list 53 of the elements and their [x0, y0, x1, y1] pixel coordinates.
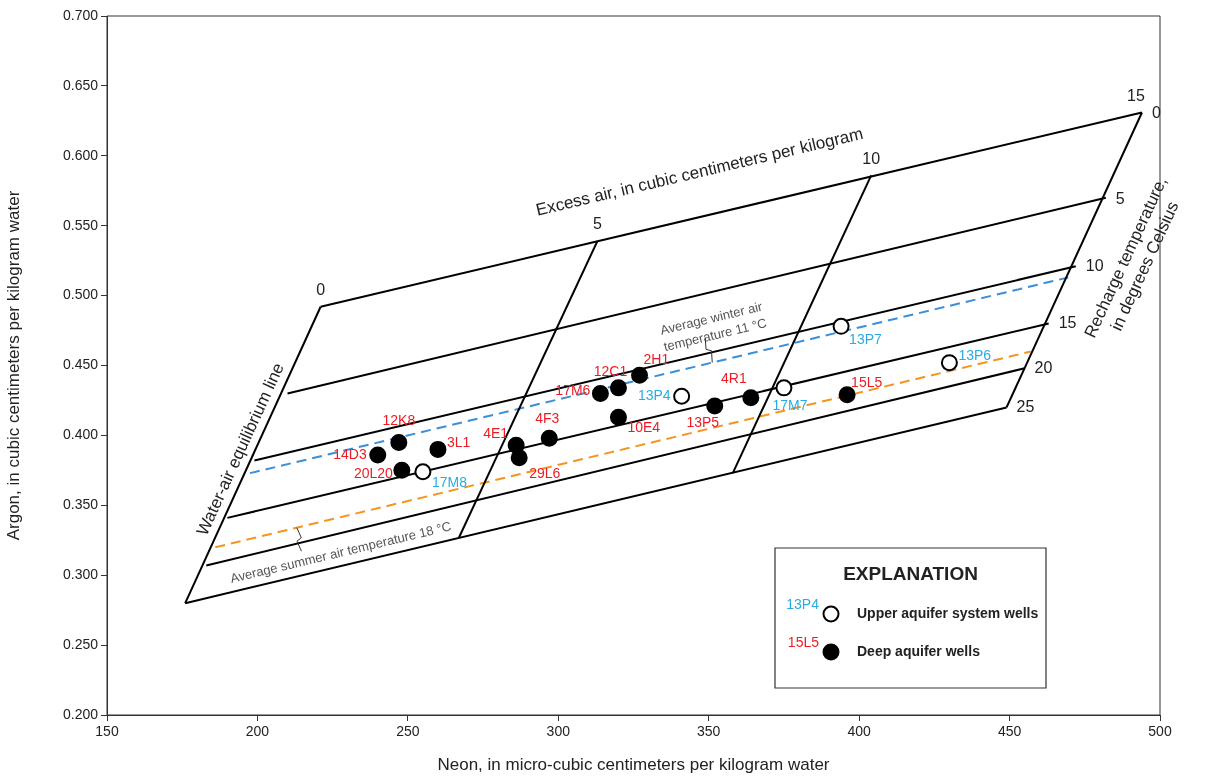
annotation: 14D3 — [333, 445, 367, 462]
x-tick-label: 150 — [95, 723, 119, 740]
annotation: 10 — [1085, 256, 1104, 274]
y-tick-label: 0.350 — [62, 496, 99, 513]
annotation: 0 — [316, 281, 326, 299]
annotation: 13P5 — [686, 413, 720, 430]
annotation: 3L1 — [446, 434, 471, 451]
annotation: 12C1 — [593, 362, 628, 379]
annotation: 17M8 — [431, 473, 468, 490]
x-tick-label: 250 — [396, 723, 420, 740]
annotation: 15 — [1127, 86, 1145, 104]
annotation: 4F3 — [535, 410, 560, 427]
y-axis-title: Argon, in cubic centimeters per kilogram water — [3, 190, 23, 541]
y-tick-label: 0.650 — [62, 76, 99, 93]
annotation: 13P4 — [637, 387, 671, 404]
x-axis-title: Neon, in micro-cubic centimeters per kilogram water — [437, 755, 830, 775]
annotation: 17M7 — [772, 396, 808, 413]
y-tick-label: 0.450 — [62, 356, 99, 373]
y-tick-label: 0.400 — [62, 426, 99, 443]
annotation: 10E4 — [627, 419, 661, 436]
annotation: 20L20 — [353, 465, 394, 482]
x-tick-label: 300 — [546, 723, 571, 740]
annotation: 5 — [592, 215, 602, 233]
legend-label: Upper aquifer system wells — [857, 604, 1039, 621]
y-tick-label: 0.300 — [62, 566, 99, 583]
annotation: 13P6 — [958, 346, 992, 363]
x-tick-label: 200 — [245, 723, 270, 740]
y-tick-label: 0.700 — [62, 6, 99, 23]
annotation: 4R1 — [720, 369, 747, 386]
y-tick-label: 0.250 — [62, 635, 99, 652]
y-tick-label: 0.600 — [62, 146, 99, 163]
annotation: 17M6 — [555, 382, 591, 399]
annotation: 13P4 — [786, 595, 820, 612]
annotation: 4E1 — [483, 425, 509, 442]
annotation: 10 — [862, 149, 881, 167]
x-tick-label: 350 — [697, 723, 721, 740]
annotation: 15 — [1058, 313, 1077, 331]
y-tick-label: 0.500 — [62, 286, 99, 303]
annotation: 15L5 — [851, 373, 883, 390]
annotation: 15L5 — [787, 633, 820, 650]
x-tick-label: 500 — [1148, 723, 1172, 740]
annotation: 29L6 — [529, 464, 561, 481]
annotation: 13P7 — [849, 331, 882, 348]
annotation: 12K8 — [382, 412, 416, 429]
legend-title: EXPLANATION — [843, 563, 978, 585]
x-tick-label: 450 — [997, 723, 1022, 740]
annotation: 25 — [1016, 397, 1035, 415]
x-tick-label: 400 — [847, 723, 872, 740]
annotation: 0 — [1151, 103, 1161, 121]
y-tick-label: 0.200 — [62, 705, 99, 722]
annotation: 20 — [1034, 358, 1053, 376]
legend-label: Deep aquifer wells — [857, 642, 981, 659]
y-tick-label: 0.550 — [62, 216, 99, 233]
